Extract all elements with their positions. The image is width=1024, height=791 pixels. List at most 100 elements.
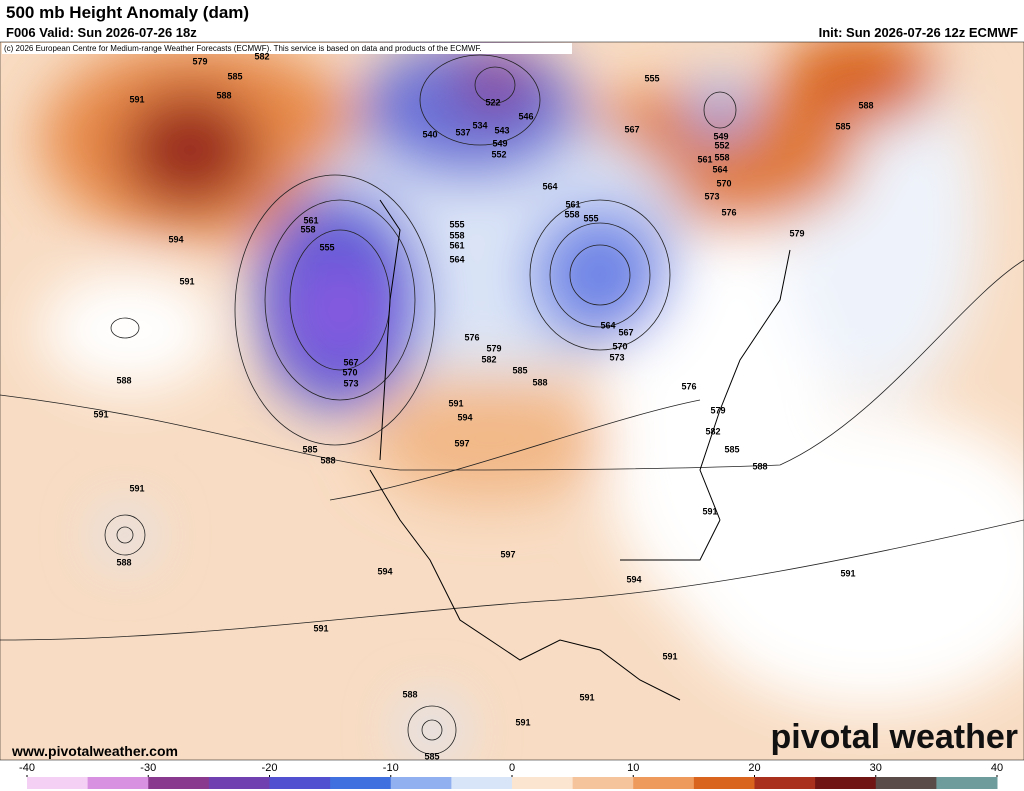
contour-label: 588 <box>752 461 767 471</box>
init-time: Init: Sun 2026-07-26 12z ECMWF <box>819 25 1018 40</box>
contour-label: 576 <box>681 381 696 391</box>
contour-label: 549 <box>713 131 728 141</box>
contour-label: 552 <box>491 149 506 159</box>
contour-label: 594 <box>168 234 183 244</box>
colorbar-tick-label: -10 <box>383 762 399 774</box>
colorbar-swatch <box>390 777 452 789</box>
colorbar: -40 -30 -20 -10 0 10 20 30 40 <box>19 762 1003 789</box>
contour-label: 588 <box>116 375 131 385</box>
contour-label: 552 <box>714 140 729 150</box>
contour-label: 558 <box>564 209 579 219</box>
title: 500 mb Height Anomaly (dam) <box>6 3 249 22</box>
contour-label: 537 <box>455 127 470 137</box>
contour-label: 576 <box>464 332 479 342</box>
contour-label: 570 <box>716 178 731 188</box>
contour-label: 564 <box>712 164 727 174</box>
contour-label: 591 <box>179 276 194 286</box>
credit-box <box>2 43 572 54</box>
contour-label: 585 <box>835 121 850 131</box>
contour-label: 558 <box>300 224 315 234</box>
contour-label: 555 <box>449 219 464 229</box>
colorbar-swatch <box>269 777 331 789</box>
contour-label: 555 <box>644 73 659 83</box>
contour-label: 591 <box>662 651 677 661</box>
colorbar-tick-label: 10 <box>627 762 639 774</box>
contour-label: 567 <box>618 327 633 337</box>
contour-label: 573 <box>704 191 719 201</box>
contour-label: 585 <box>302 444 317 454</box>
contour-label: 588 <box>858 100 873 110</box>
credit: (c) 2026 European Centre for Medium-rang… <box>4 44 482 53</box>
colorbar-tick-label: -20 <box>262 762 278 774</box>
colorbar-swatch <box>936 777 998 789</box>
contour-label: 579 <box>710 405 725 415</box>
contour-label: 573 <box>343 378 358 388</box>
contour-label: 585 <box>227 71 242 81</box>
contour-label: 564 <box>542 181 557 191</box>
contour-label: 591 <box>93 409 108 419</box>
contour-label: 579 <box>192 56 207 66</box>
contour-label: 564 <box>600 320 615 330</box>
contour-label: 591 <box>702 506 717 516</box>
contour-label: 561 <box>303 215 318 225</box>
contour-label: 597 <box>500 549 515 559</box>
contour-label: 561 <box>565 199 580 209</box>
anomaly-field <box>0 42 1024 760</box>
contour-label: 570 <box>342 367 357 377</box>
height-contours <box>0 54 1024 755</box>
contour-label: 594 <box>377 566 392 576</box>
contour-label: 549 <box>492 138 507 148</box>
contour-label: 591 <box>313 623 328 633</box>
contour-label: 558 <box>449 230 464 240</box>
contour-label: 546 <box>518 111 533 121</box>
contour-label: 561 <box>449 240 464 250</box>
contour-label: 594 <box>457 412 472 422</box>
contour-label: 555 <box>319 242 334 252</box>
contour-label: 591 <box>515 717 530 727</box>
contour-label: 522 <box>485 97 500 107</box>
colorbar-swatch <box>512 777 574 789</box>
colorbar-tick-label: 40 <box>991 762 1003 774</box>
contour-label: 585 <box>512 365 527 375</box>
contour-label: 567 <box>624 124 639 134</box>
colorbar-swatch <box>875 777 937 789</box>
colorbar-tick-label: 30 <box>870 762 882 774</box>
contour-label: 573 <box>609 352 624 362</box>
colorbar-swatch <box>633 777 695 789</box>
colorbar-tick-label: -30 <box>140 762 156 774</box>
colorbar-swatch <box>87 777 149 789</box>
colorbar-swatch <box>693 777 755 789</box>
contour-label: 591 <box>129 483 144 493</box>
contour-label: 585 <box>724 444 739 454</box>
contour-label: 564 <box>449 254 464 264</box>
colorbar-swatch <box>451 777 513 789</box>
valid-time: F006 Valid: Sun 2026-07-26 18z <box>6 25 197 40</box>
contour-label: 594 <box>626 574 641 584</box>
colorbar-tick-label: 20 <box>748 762 760 774</box>
colorbar-swatch <box>27 777 89 789</box>
contour-label: 576 <box>721 207 736 217</box>
contour-label: 591 <box>448 398 463 408</box>
contour-label: 579 <box>789 228 804 238</box>
contour-label: 540 <box>422 129 437 139</box>
contour-label: 582 <box>705 426 720 436</box>
map-border <box>0 41 1024 761</box>
colorbar-swatch <box>815 777 877 789</box>
contour-label: 588 <box>402 689 417 699</box>
contour-label: 588 <box>320 455 335 465</box>
contour-label: 567 <box>343 357 358 367</box>
contour-label: 561 <box>697 154 712 164</box>
contour-label: 591 <box>129 94 144 104</box>
colorbar-swatch <box>572 777 634 789</box>
colorbar-swatch <box>208 777 270 789</box>
contour-label: 585 <box>424 751 439 761</box>
contour-label: 582 <box>481 354 496 364</box>
website: www.pivotalweather.com <box>11 743 178 759</box>
contour-label: 543 <box>494 125 509 135</box>
colorbar-tick-label: -40 <box>19 762 35 774</box>
logo: pivotal weather <box>770 718 1018 756</box>
contour-label: 597 <box>454 438 469 448</box>
